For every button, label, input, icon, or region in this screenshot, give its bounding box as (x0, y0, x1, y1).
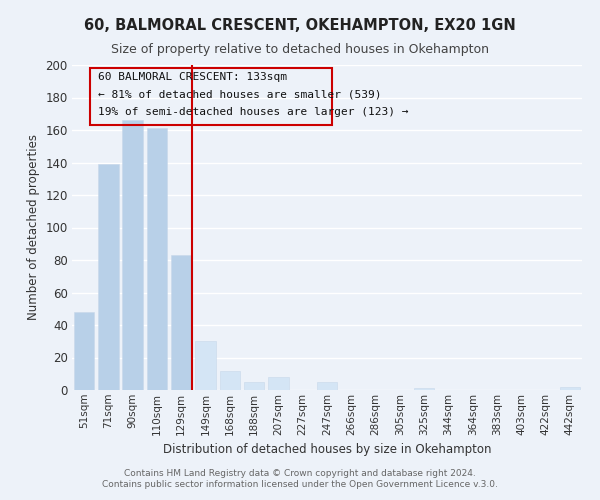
Bar (98, 164, 119, 390)
Bar (122, 120, 143, 390)
Bar (268, 377, 289, 390)
Text: Contains public sector information licensed under the Open Government Licence v.: Contains public sector information licen… (102, 480, 498, 489)
Bar (220, 370, 240, 390)
Bar (414, 388, 434, 390)
Bar (171, 255, 191, 390)
Text: ← 81% of detached houses are smaller (539): ← 81% of detached houses are smaller (53… (97, 90, 381, 100)
Bar (146, 128, 167, 390)
Text: Size of property relative to detached houses in Okehampton: Size of property relative to detached ho… (111, 42, 489, 56)
Bar (195, 341, 216, 390)
Text: Contains HM Land Registry data © Crown copyright and database right 2024.: Contains HM Land Registry data © Crown c… (124, 468, 476, 477)
Bar (74, 312, 94, 390)
Text: 60, BALMORAL CRESCENT, OKEHAMPTON, EX20 1GN: 60, BALMORAL CRESCENT, OKEHAMPTON, EX20 … (84, 18, 516, 32)
Y-axis label: Number of detached properties: Number of detached properties (27, 134, 40, 320)
Text: 19% of semi-detached houses are larger (123) →: 19% of semi-detached houses are larger (… (97, 108, 408, 117)
Text: 60 BALMORAL CRESCENT: 133sqm: 60 BALMORAL CRESCENT: 133sqm (97, 72, 287, 82)
X-axis label: Distribution of detached houses by size in Okehampton: Distribution of detached houses by size … (163, 443, 491, 456)
Bar (90, 68, 332, 125)
Bar (317, 382, 337, 390)
Bar (560, 387, 580, 390)
Bar (244, 382, 265, 390)
